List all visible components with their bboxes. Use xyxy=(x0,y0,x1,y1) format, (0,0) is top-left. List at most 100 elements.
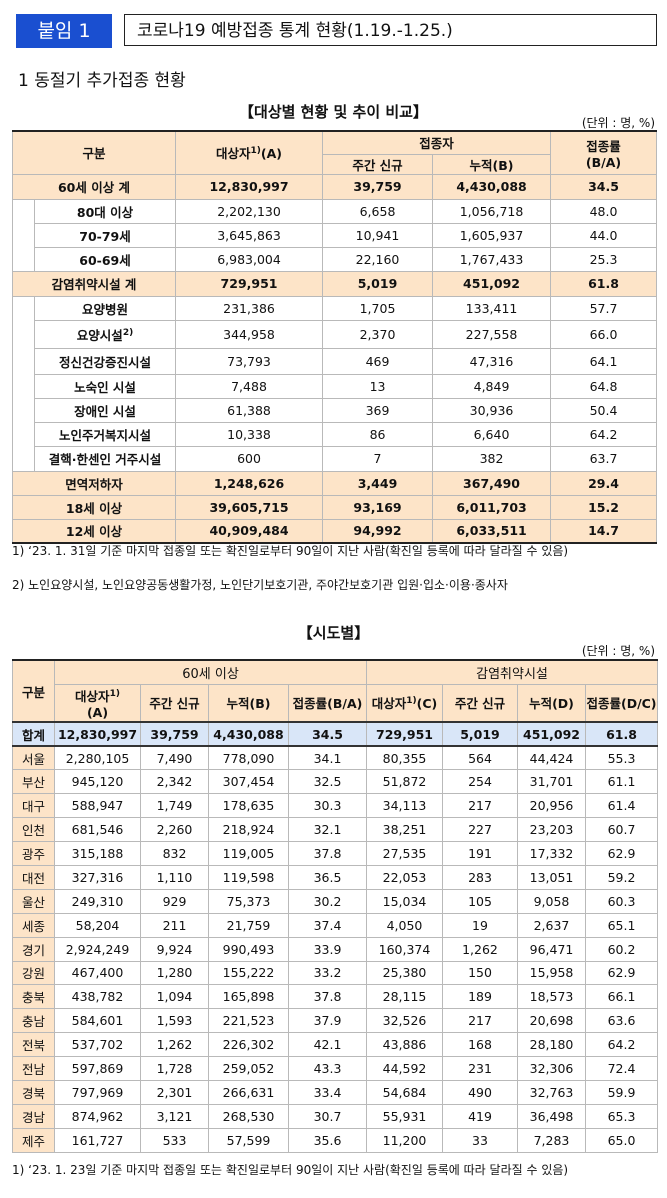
value-cell: 61.8 xyxy=(584,721,659,747)
region-label: 서울 xyxy=(12,745,55,771)
table-row: 18세 이상 39,605,715 93,169 6,011,703 15.2 xyxy=(11,494,658,520)
value-cell: 28,180 xyxy=(517,1032,586,1058)
value-cell: 344,958 xyxy=(175,319,324,349)
table-row: 충남 584,601 1,593 221,523 37.9 32,526 217 20,698… xyxy=(12,1008,659,1034)
value-cell: 22,160 xyxy=(322,246,434,272)
value-cell: 150 xyxy=(442,960,518,986)
table-row: 장애인 시설 61,388 369 30,936 50.4 xyxy=(12,397,658,423)
value-cell: 25.3 xyxy=(550,246,658,272)
value-cell: 22,053 xyxy=(366,864,443,890)
value-cell: 31,701 xyxy=(517,769,586,795)
value-cell: 33.4 xyxy=(288,1079,367,1105)
value-cell: 1,728 xyxy=(140,1056,209,1081)
section-heading: 1 동절기 추가접종 현황 xyxy=(18,71,186,91)
table-row: 충북 438,782 1,094 165,898 37.8 28,115 189 18,573… xyxy=(12,984,659,1010)
value-cell: 61,388 xyxy=(175,397,324,423)
value-cell: 161,727 xyxy=(54,1127,141,1153)
value-cell: 15,958 xyxy=(517,960,586,986)
value-cell: 6,983,004 xyxy=(175,246,324,272)
value-cell: 30.7 xyxy=(288,1103,367,1129)
value-cell: 94,992 xyxy=(322,518,434,544)
col-header-rate-dc: 접종률(D/C) xyxy=(584,683,659,723)
indent-cell xyxy=(12,398,35,422)
value-cell: 3,121 xyxy=(140,1103,209,1129)
value-cell: 2,342 xyxy=(140,769,209,795)
value-cell: 537,702 xyxy=(54,1032,141,1058)
value-cell: 9,924 xyxy=(140,936,209,962)
value-cell: 268,530 xyxy=(208,1103,289,1129)
value-cell: 327,316 xyxy=(54,864,141,890)
value-cell: 54,684 xyxy=(366,1079,443,1105)
col-header-target-a: 대상자1) (A) xyxy=(54,683,141,723)
value-cell: 50.4 xyxy=(550,397,658,423)
value-cell: 9,058 xyxy=(517,888,586,914)
region-label: 전북 xyxy=(12,1032,55,1058)
table-row: 노인주거복지시설 10,338 86 6,640 64.2 xyxy=(12,421,658,447)
value-cell: 2,370 xyxy=(322,319,434,349)
value-cell: 6,640 xyxy=(432,421,552,447)
value-cell: 37.4 xyxy=(288,912,367,938)
table-row: 경남 874,962 3,121 268,530 30.7 55,931 419 36,498… xyxy=(12,1103,659,1129)
indent-cell xyxy=(12,348,35,374)
table2-footnote: 1) ‘23. 1. 23일 기준 마지막 접종일 또는 확진일로부터 90일이… xyxy=(12,1163,569,1177)
col-header-rate: 접종률 (B/A) xyxy=(550,130,658,175)
value-cell: 34,113 xyxy=(366,793,443,819)
value-cell: 32,306 xyxy=(517,1056,586,1081)
value-cell: 588,947 xyxy=(54,793,141,819)
region-label: 대구 xyxy=(12,793,55,819)
region-label: 인천 xyxy=(12,817,55,843)
value-cell: 73,793 xyxy=(175,347,324,375)
value-cell: 382 xyxy=(432,445,552,472)
value-cell: 1,094 xyxy=(140,984,209,1010)
value-cell: 451,092 xyxy=(432,270,552,297)
value-cell: 189 xyxy=(442,984,518,1010)
table-row: 60세 이상 계 12,830,997 39,759 4,430,088 34.5 xyxy=(11,173,658,200)
value-cell: 451,092 xyxy=(517,721,586,747)
value-cell: 35.6 xyxy=(288,1127,367,1153)
value-cell: 1,593 xyxy=(140,1008,209,1034)
value-cell: 66.1 xyxy=(584,984,659,1010)
indent-cell xyxy=(12,320,35,348)
value-cell: 37.8 xyxy=(288,841,367,866)
row-label: 노숙인 시설 xyxy=(33,373,177,399)
indent-cell xyxy=(12,199,35,223)
value-cell: 34.5 xyxy=(550,173,658,200)
table-row: 광주 315,188 832 119,005 37.8 27,535 191 17,332 62… xyxy=(12,841,659,866)
value-cell: 65.3 xyxy=(584,1103,659,1129)
value-cell: 23,203 xyxy=(517,817,586,843)
value-cell: 48.0 xyxy=(550,198,658,224)
value-cell: 57.7 xyxy=(550,295,658,321)
row-label: 60-69세 xyxy=(33,246,177,272)
value-cell: 62.9 xyxy=(584,841,659,866)
indent-cell xyxy=(12,446,35,471)
value-cell: 13,051 xyxy=(517,864,586,890)
value-cell: 1,749 xyxy=(140,793,209,819)
value-cell: 7,488 xyxy=(175,373,324,399)
value-cell: 55.3 xyxy=(584,745,659,771)
value-cell: 2,301 xyxy=(140,1079,209,1105)
table-row: 60-69세 6,983,004 22,160 1,767,433 25.3 xyxy=(12,246,658,272)
value-cell: 12,830,997 xyxy=(175,173,324,200)
value-cell: 218,924 xyxy=(208,817,289,843)
row-label: 12세 이상 xyxy=(11,518,177,544)
value-cell: 4,849 xyxy=(432,373,552,399)
value-cell: 60.2 xyxy=(584,936,659,962)
col-header-target-c: 대상자1)(C) xyxy=(366,683,443,723)
value-cell: 584,601 xyxy=(54,1008,141,1034)
value-cell: 778,090 xyxy=(208,745,289,771)
row-label: 노인주거복지시설 xyxy=(33,421,177,447)
value-cell: 61.1 xyxy=(584,769,659,795)
value-cell: 929 xyxy=(140,888,209,914)
group-header-facilities: 감염취약시설 xyxy=(365,659,659,685)
value-cell: 1,056,718 xyxy=(432,198,552,224)
value-cell: 39,759 xyxy=(140,721,209,747)
value-cell: 7 xyxy=(322,445,434,472)
value-cell: 37.8 xyxy=(288,984,367,1010)
value-cell: 367,490 xyxy=(432,470,552,496)
value-cell: 231 xyxy=(442,1056,518,1081)
table-row: 70-79세 3,645,863 10,941 1,605,937 44.0 xyxy=(12,222,658,248)
value-cell: 33 xyxy=(442,1127,518,1153)
region-label: 제주 xyxy=(12,1127,55,1153)
value-cell: 2,260 xyxy=(140,817,209,843)
region-label: 충남 xyxy=(12,1008,55,1034)
